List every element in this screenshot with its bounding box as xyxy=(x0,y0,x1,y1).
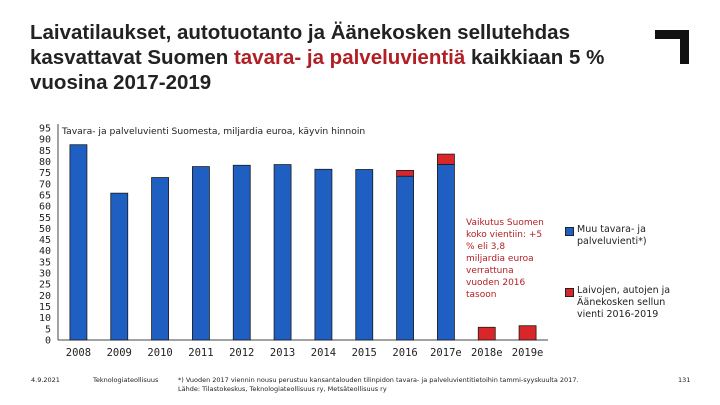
x-tick-label: 2012 xyxy=(229,347,254,359)
y-tick-label: 75 xyxy=(39,168,51,179)
x-tick-label: 2015 xyxy=(352,347,377,359)
y-tick-label: 90 xyxy=(39,135,51,146)
impact-annotation: Vaikutus Suomen koko vientiin: +5 % eli … xyxy=(464,216,546,303)
y-tick-label: 25 xyxy=(39,280,51,291)
y-tick-label: 45 xyxy=(39,235,51,246)
bar-other-exports xyxy=(396,175,414,341)
y-tick-label: 55 xyxy=(39,213,51,224)
bar-other-exports xyxy=(232,164,251,341)
y-tick-label: 15 xyxy=(39,302,51,313)
legend-swatch-blue xyxy=(565,227,574,236)
bar-other-exports xyxy=(151,177,169,341)
legend-label-other-exports: Muu tavara- ja palveluvienti*) xyxy=(577,224,647,247)
x-tick-label: 2011 xyxy=(188,347,213,359)
bar-other-exports xyxy=(355,169,374,341)
x-tick-label: 2017e xyxy=(430,347,462,359)
bar-other-exports xyxy=(110,192,129,341)
title-highlight: tavara- ja palveluvientiä xyxy=(233,46,466,69)
y-tick-label: 5 xyxy=(45,324,51,335)
y-tick-label: 10 xyxy=(39,313,51,324)
bar-other-exports xyxy=(273,164,292,341)
y-tick-label: 40 xyxy=(39,246,51,257)
x-tick-label: 2009 xyxy=(107,347,132,359)
x-tick-label: 2019e xyxy=(512,347,544,359)
footer-note-text: *) Vuoden 2017 viennin nousu perustuu ka… xyxy=(178,376,579,384)
x-tick-label: 2010 xyxy=(147,347,172,359)
legend-label-ship-car-pulp: Laivojen, autojen ja Äänekosken sellun v… xyxy=(577,285,671,320)
bar-other-exports xyxy=(192,166,210,341)
chart-subtitle: Tavara- ja palveluvienti Suomesta, milja… xyxy=(61,126,365,137)
brand-corner-logo xyxy=(655,30,689,64)
footer-organization: Teknologiateollisuus xyxy=(93,376,159,384)
x-tick-label: 2013 xyxy=(270,347,295,359)
page-number: 131 xyxy=(678,376,691,384)
x-tick-label: 2014 xyxy=(311,347,336,359)
title-part-2: kaikkiaan 5 % vuosina 2017-2019 xyxy=(30,46,605,94)
bar-other-exports xyxy=(314,168,333,341)
x-tick-label: 2018e xyxy=(471,347,503,359)
y-tick-label: 35 xyxy=(39,257,51,268)
y-tick-label: 80 xyxy=(39,157,51,168)
x-tick-label: 2016 xyxy=(392,347,417,359)
y-tick-label: 70 xyxy=(39,179,51,190)
bar-ship-car-pulp xyxy=(477,326,496,341)
y-tick-label: 50 xyxy=(39,224,51,235)
title-part-1: Laivatilaukset, autotuotanto ja Äänekosk… xyxy=(30,21,570,69)
y-tick-label: 20 xyxy=(39,291,51,302)
y-tick-label: 60 xyxy=(39,202,51,213)
y-tick-label: 30 xyxy=(39,269,51,280)
y-tick-label: 85 xyxy=(39,146,51,157)
y-tick-label: 95 xyxy=(39,124,51,135)
bar-ship-car-pulp xyxy=(396,169,414,177)
y-tick-label: 65 xyxy=(39,190,51,201)
y-tick-label: 0 xyxy=(45,336,51,347)
bar-other-exports xyxy=(437,163,455,341)
bar-ship-car-pulp xyxy=(437,153,455,165)
footer-note: *) Vuoden 2017 viennin nousu perustuu ka… xyxy=(178,376,648,394)
slide-title: Laivatilaukset, autotuotanto ja Äänekosk… xyxy=(30,20,630,95)
bar-other-exports xyxy=(69,144,88,341)
footer-date: 4.9.2021 xyxy=(31,376,60,384)
bar-ship-car-pulp xyxy=(518,325,537,341)
footer-source: Lähde: Tilastokeskus, Teknologiateollisu… xyxy=(178,385,387,393)
legend-swatch-red xyxy=(565,288,574,297)
x-tick-label: 2008 xyxy=(66,347,91,359)
